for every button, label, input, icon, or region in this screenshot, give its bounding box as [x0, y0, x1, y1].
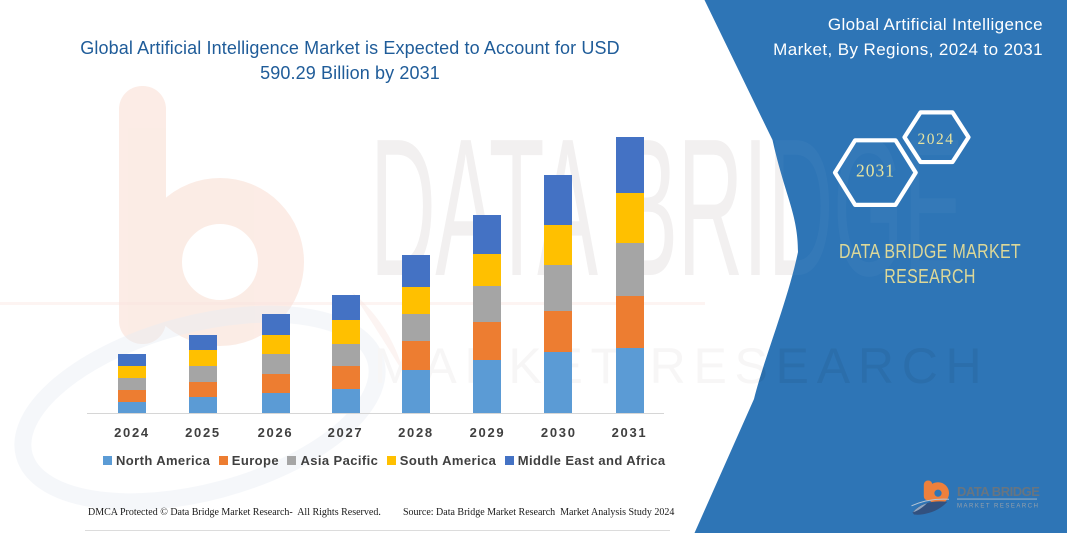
svg-text:2031: 2031	[856, 161, 895, 181]
svg-text:DATA BRIDGE: DATA BRIDGE	[957, 484, 1040, 499]
svg-text:MARKET RESEARCH: MARKET RESEARCH	[957, 503, 1039, 509]
svg-text:2024: 2024	[918, 131, 955, 148]
